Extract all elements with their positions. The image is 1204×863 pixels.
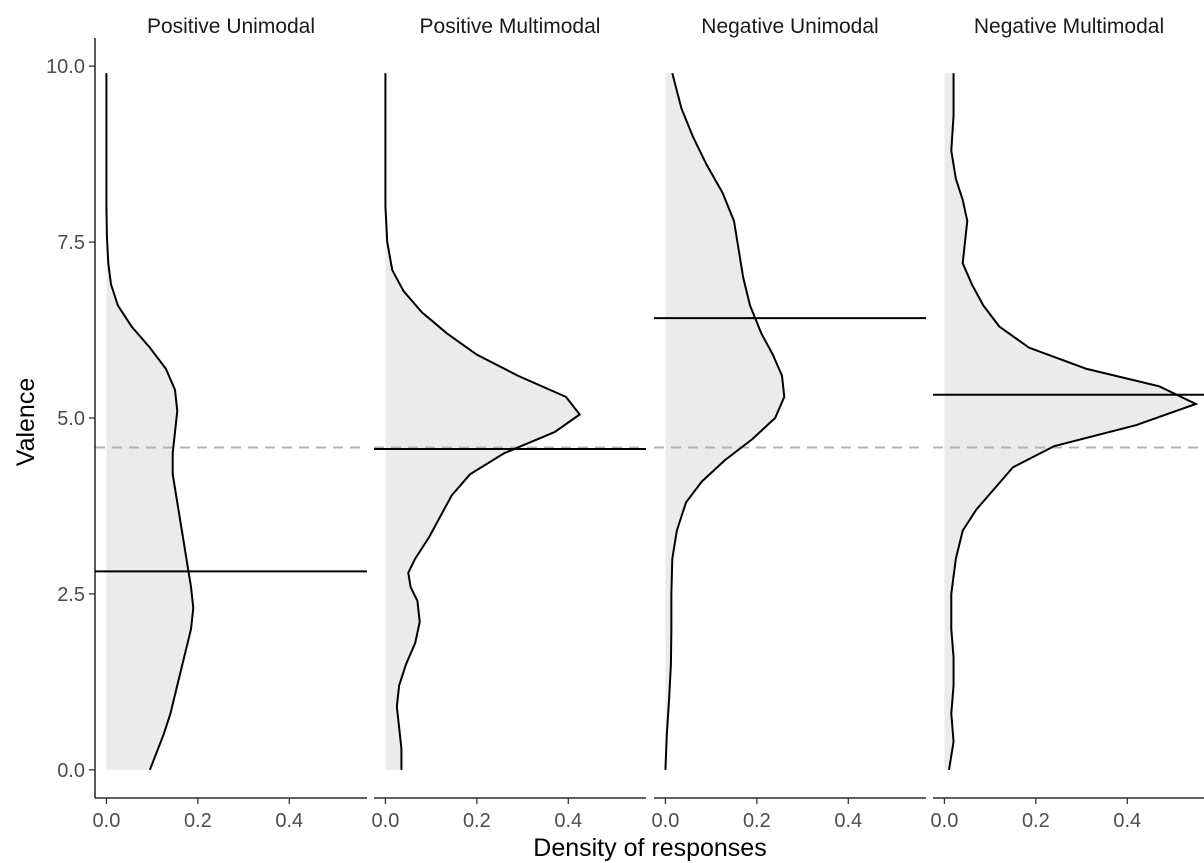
y-tick-label: 2.5 — [57, 584, 85, 606]
y-axis: 0.0 2.5 5.0 7.5 10.0 — [46, 38, 96, 798]
x-tick-label: 0.2 — [184, 810, 212, 832]
x-tick-label: 0.2 — [743, 810, 771, 832]
density-curve — [948, 73, 1199, 771]
x-tick-label: 0.0 — [372, 810, 400, 832]
x-tick-label: 0.4 — [1113, 810, 1141, 832]
y-tick-label: 0.0 — [57, 760, 85, 782]
x-tick-label: 0.4 — [554, 810, 582, 832]
density-fill — [106, 73, 194, 770]
y-tick-label: 10.0 — [46, 56, 85, 78]
x-axis-title: Density of responses — [533, 834, 766, 862]
y-tick-label: 7.5 — [57, 232, 85, 254]
facet-title: Negative Unimodal — [701, 15, 878, 38]
panel-plot-area — [95, 73, 367, 771]
facet-panel: 0.0 0.2 0.4 Negative Multimodal — [931, 15, 1204, 832]
density-curve — [384, 73, 582, 770]
x-tick-label: 0.4 — [834, 810, 862, 832]
facet-title: Positive Multimodal — [420, 15, 601, 38]
facets-group: 0.0 0.2 0.4 Positive Unimodal 0.0 0.2 0.4 Posit… — [93, 15, 1204, 832]
x-tick-label: 0.2 — [463, 810, 491, 832]
facet-title: Negative Multimodal — [974, 15, 1164, 38]
x-tick-label: 0.0 — [652, 810, 680, 832]
density-curve — [105, 73, 195, 771]
facet-title: Positive Unimodal — [147, 15, 315, 38]
y-tick-label: 5.0 — [57, 408, 85, 430]
panel-plot-area — [374, 73, 646, 770]
density-fill — [944, 73, 1196, 770]
facet-panel: 0.0 0.2 0.4 Negative Unimodal — [652, 15, 926, 832]
x-tick-label: 0.0 — [93, 810, 121, 832]
panel-plot-area — [654, 72, 926, 770]
y-axis-title: Valence — [12, 378, 40, 467]
x-tick-label: 0.4 — [275, 810, 303, 832]
x-tick-label: 0.0 — [931, 810, 959, 832]
density-fill — [665, 73, 785, 770]
x-tick-label: 0.2 — [1022, 810, 1050, 832]
density-fill — [385, 73, 580, 770]
panel-plot-area — [933, 73, 1204, 771]
facet-panel: 0.0 0.2 0.4 Positive Multimodal — [372, 15, 646, 832]
facet-panel: 0.0 0.2 0.4 Positive Unimodal — [93, 15, 367, 832]
density-curve — [664, 72, 786, 770]
